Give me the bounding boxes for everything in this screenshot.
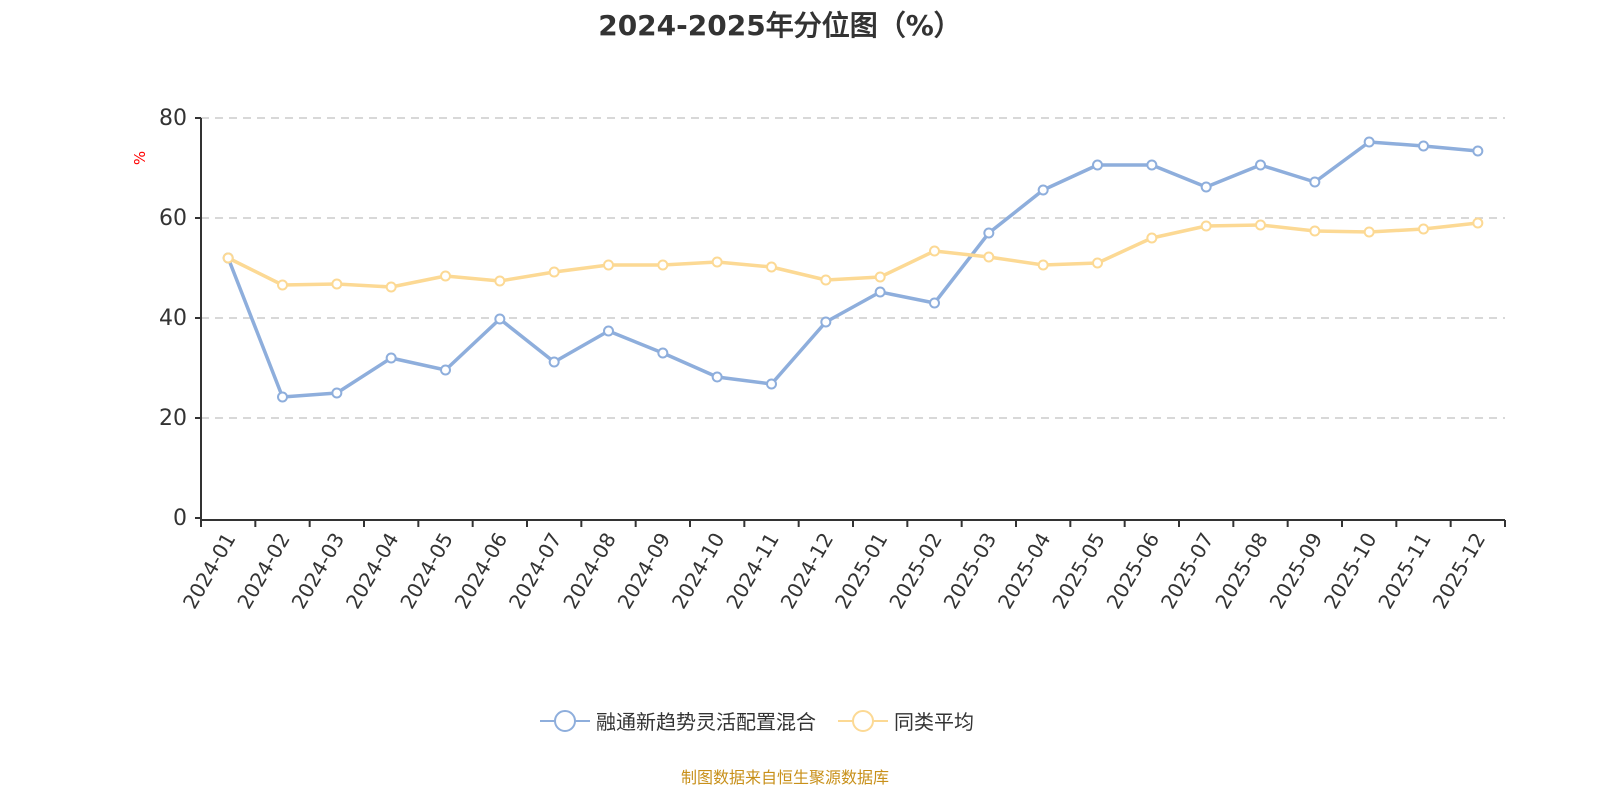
x-tick-label: 2024-03 <box>287 529 350 613</box>
data-point-1 <box>1418 223 1429 235</box>
legend-item-average[interactable]: 同类平均 <box>838 706 974 735</box>
data-point-1 <box>1363 226 1375 238</box>
data-point-1 <box>548 266 560 278</box>
data-point-0 <box>277 391 288 403</box>
data-point-1 <box>1309 225 1321 237</box>
data-point-0 <box>711 371 723 383</box>
data-point-0 <box>1146 159 1158 171</box>
x-tick-label: 2025-07 <box>1156 529 1219 613</box>
data-point-0 <box>929 297 940 309</box>
data-point-1 <box>1255 219 1266 231</box>
data-point-1 <box>929 245 940 257</box>
x-tick-label: 2024-10 <box>667 529 730 613</box>
x-tick-label: 2024-06 <box>450 529 513 613</box>
data-point-0 <box>657 347 669 359</box>
data-point-0 <box>1037 184 1049 196</box>
data-point-1 <box>983 251 995 263</box>
y-axis-label: % <box>131 151 149 165</box>
y-tick-label: 60 <box>159 206 187 231</box>
data-point-0 <box>385 352 397 364</box>
data-point-0 <box>983 227 995 239</box>
x-tick-label: 2025-05 <box>1047 529 1110 613</box>
x-tick-label: 2025-01 <box>830 529 893 613</box>
x-tick-label: 2024-04 <box>341 529 404 613</box>
x-tick-label: 2025-08 <box>1210 529 1273 613</box>
x-tick-label: 2025-09 <box>1265 529 1328 613</box>
y-tick-label: 40 <box>159 306 187 331</box>
legend-item-fund[interactable]: 融通新趋势灵活配置混合 <box>540 706 816 735</box>
data-point-1 <box>766 261 777 273</box>
data-point-1 <box>1146 232 1158 244</box>
data-point-1 <box>1472 217 1484 229</box>
data-point-1 <box>331 278 343 290</box>
data-point-0 <box>1092 159 1103 171</box>
legend-marker-icon <box>540 709 590 732</box>
data-point-0 <box>1472 145 1484 157</box>
data-point-1 <box>820 274 832 286</box>
x-tick-label: 2024-08 <box>558 529 621 613</box>
x-tick-label: 2024-05 <box>395 529 458 613</box>
x-tick-label: 2025-02 <box>884 529 947 613</box>
x-tick-label: 2025-04 <box>993 529 1056 613</box>
legend-marker-icon <box>838 709 888 732</box>
data-point-0 <box>331 387 343 399</box>
x-tick-label: 2024-09 <box>613 529 676 613</box>
series-line-1 <box>227 221 1479 289</box>
x-tick-label: 2024-01 <box>178 529 241 613</box>
x-tick-label: 2024-11 <box>721 529 784 613</box>
data-point-1 <box>657 259 669 271</box>
y-tick-label: 20 <box>159 406 187 431</box>
source-note: 制图数据来自恒生聚源数据库 <box>680 768 889 787</box>
data-point-1 <box>440 270 451 282</box>
series-line-0 <box>226 140 1478 399</box>
x-tick-label: 2025-10 <box>1319 529 1382 613</box>
data-point-0 <box>1309 176 1321 188</box>
legend: 融通新趋势灵活配置混合 同类平均 <box>540 706 996 735</box>
data-point-1 <box>385 281 397 293</box>
legend-label: 同类平均 <box>894 710 974 734</box>
x-tick-label: 2025-03 <box>939 529 1002 613</box>
data-point-1 <box>603 259 614 271</box>
data-point-0 <box>820 316 832 328</box>
x-tick-label: 2025-12 <box>1428 529 1491 613</box>
data-point-1 <box>222 252 234 264</box>
data-point-1 <box>494 275 506 287</box>
data-point-0 <box>1200 181 1212 193</box>
y-tick-label: 0 <box>173 506 187 531</box>
x-tick-label: 2025-06 <box>1102 529 1165 613</box>
data-point-0 <box>874 286 886 298</box>
x-tick-label: 2024-02 <box>232 529 295 613</box>
data-point-1 <box>1200 220 1212 232</box>
data-point-0 <box>1363 136 1375 148</box>
data-point-1 <box>1037 259 1049 271</box>
data-point-0 <box>494 313 506 325</box>
data-point-1 <box>874 271 886 283</box>
y-tick-label: 80 <box>159 106 187 131</box>
chart-title: 2024-2025年分位图（%） <box>598 9 962 42</box>
data-point-1 <box>1092 257 1103 269</box>
data-point-0 <box>766 378 777 390</box>
legend-label: 融通新趋势灵活配置混合 <box>596 710 816 734</box>
data-point-1 <box>277 279 288 291</box>
data-point-1 <box>711 256 723 268</box>
data-point-0 <box>603 325 614 337</box>
x-tick-label: 2024-12 <box>776 529 839 613</box>
x-tick-label: 2024-07 <box>504 529 567 613</box>
data-point-0 <box>548 356 560 368</box>
data-point-0 <box>440 364 451 376</box>
data-point-0 <box>1255 159 1266 171</box>
x-tick-label: 2025-11 <box>1373 529 1436 613</box>
data-point-0 <box>1418 140 1429 152</box>
